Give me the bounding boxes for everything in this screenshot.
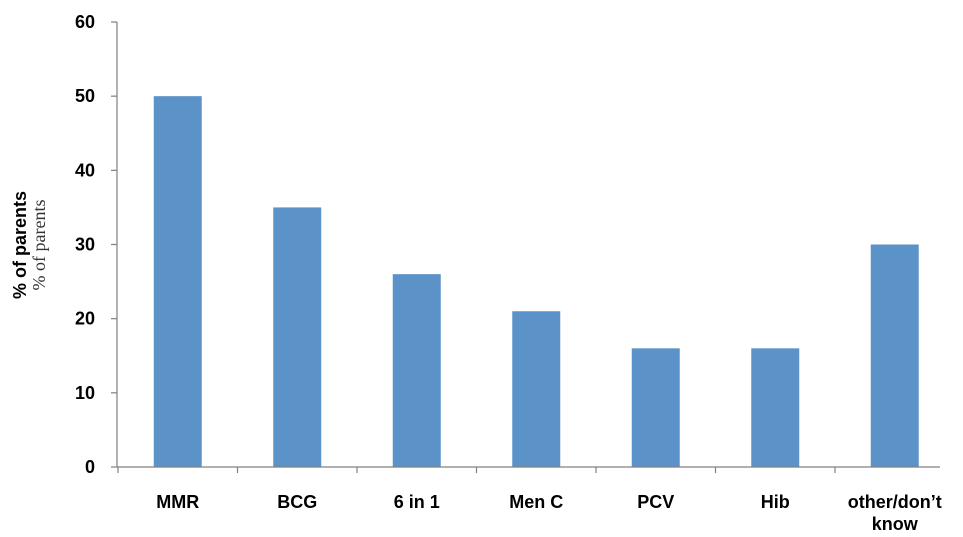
x-tick-label: 6 in 1	[394, 492, 440, 512]
x-tick-labels: MMR BCG 6 in 1 Men C PCV Hib other/don’t know	[156, 492, 941, 534]
x-axis	[117, 466, 940, 473]
y-axis-label-overlay: % of parents	[29, 200, 49, 291]
bar	[751, 348, 800, 467]
y-tick-label: 50	[75, 86, 95, 106]
y-tick-label: 0	[85, 457, 95, 477]
bar	[512, 311, 561, 467]
y-tick-label: 20	[75, 309, 95, 329]
y-tick-label: 10	[75, 383, 95, 403]
bar	[870, 244, 919, 467]
bar	[392, 274, 441, 467]
bar	[153, 96, 202, 468]
x-tick-label: PCV	[637, 492, 674, 512]
y-tick-label: 40	[75, 160, 95, 180]
y-tick-label: 30	[75, 235, 95, 255]
x-tick-label: BCG	[277, 492, 317, 512]
x-tick-label: Men C	[509, 492, 563, 512]
y-tick-label: 60	[75, 12, 95, 32]
y-tick-labels: 0 10 20 30 40 50 60	[75, 12, 95, 477]
y-axis-label: % of parents	[10, 191, 30, 299]
bar	[631, 348, 680, 467]
x-tick-label: MMR	[156, 492, 199, 512]
x-tick-label: Hib	[761, 492, 790, 512]
x-tick-label: other/don’t know	[848, 492, 942, 534]
y-axis	[111, 21, 118, 468]
bars	[153, 96, 919, 468]
bar	[273, 207, 322, 467]
